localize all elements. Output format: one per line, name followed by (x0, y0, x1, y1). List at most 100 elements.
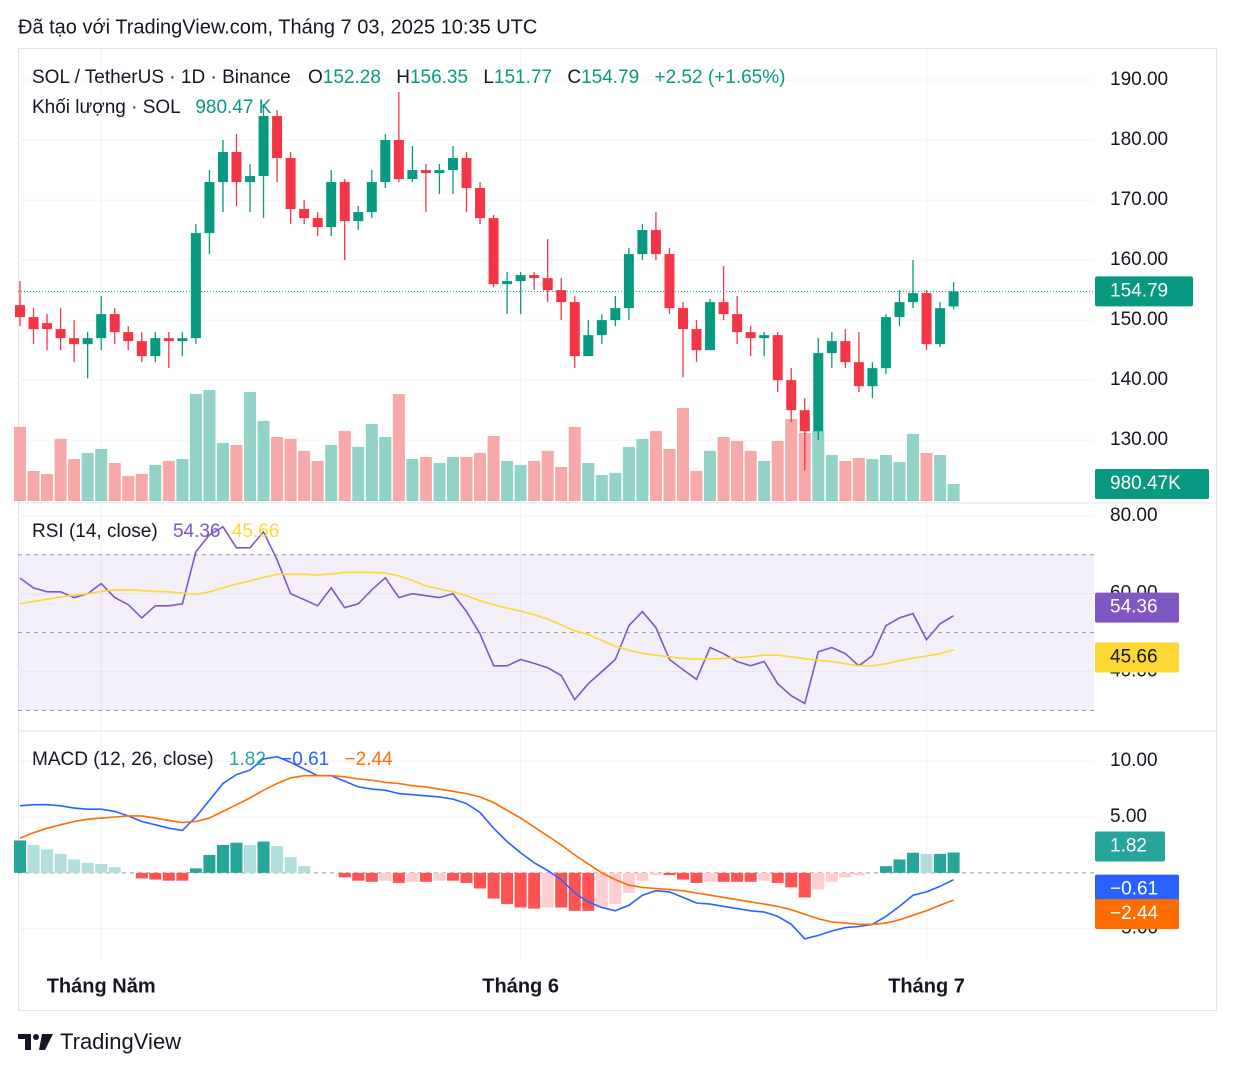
volume-bar (135, 473, 148, 501)
candle-body (705, 302, 716, 351)
volume-bar (14, 426, 26, 501)
candle-body (447, 158, 458, 171)
histogram-bar (95, 863, 108, 873)
volume-bar (298, 450, 311, 501)
candle-body (840, 341, 851, 363)
histogram-bar (298, 866, 311, 873)
ohlc-letter: H (396, 67, 410, 88)
histogram-bar (487, 872, 500, 899)
histogram-bar (352, 872, 365, 881)
candle-body (231, 152, 242, 183)
rsi-badge-label: 45.66 (1110, 647, 1158, 668)
histogram-bar (771, 872, 784, 883)
candle-body (393, 140, 404, 180)
price-badge (1095, 276, 1193, 307)
candle-body (529, 275, 540, 279)
frame (18, 48, 1217, 1011)
histogram-bar (947, 852, 960, 873)
histogram-bar (135, 872, 148, 879)
histogram-bar (68, 859, 81, 873)
rsi-title: RSI (14, close) (32, 521, 158, 542)
histogram-bar (379, 872, 392, 881)
candle-body (245, 176, 256, 183)
histogram-bar (893, 859, 906, 873)
histogram-bar (852, 872, 865, 876)
candle-body (677, 308, 688, 330)
volume-bar (392, 393, 405, 501)
y-tick-label: 170.00 (1110, 189, 1168, 210)
candle-body (935, 308, 946, 345)
candle-body (623, 254, 634, 309)
rsi-ma-value: 45.66 (232, 521, 280, 542)
candle-body (596, 320, 607, 336)
candle-body (826, 341, 837, 354)
candle-body (15, 305, 25, 318)
candle-body (258, 116, 269, 177)
volume-bar (771, 440, 784, 501)
histogram-bar (825, 872, 838, 882)
candle-body (190, 233, 201, 339)
volume-bar (95, 448, 108, 501)
volume-bar (649, 430, 662, 501)
price-badge-label: 154.79 (1110, 280, 1168, 301)
candle-body (204, 182, 215, 234)
volume-bar (446, 456, 459, 501)
y-tick-label: 140.00 (1110, 369, 1168, 390)
candle-body (177, 338, 188, 342)
candle-body (921, 293, 932, 345)
candle-body (880, 317, 891, 369)
volume-bar (271, 437, 284, 501)
histogram-bar (406, 872, 419, 882)
rsi-badge (1095, 642, 1179, 673)
histogram-bar (731, 872, 744, 882)
candle-body (109, 314, 120, 333)
volume-bar (149, 464, 162, 501)
volume-bar (744, 450, 757, 501)
signal-value: −2.44 (345, 749, 394, 770)
ohlc-value: 152.28 (323, 67, 381, 88)
y-tick-label: 150.00 (1110, 309, 1168, 330)
candle-body (326, 182, 337, 228)
histogram-bar (555, 872, 568, 908)
candle-body (312, 218, 323, 228)
volume-bar (582, 463, 595, 501)
candle-body (380, 140, 391, 183)
volume-value: 980.47 K (195, 97, 271, 118)
candle-body (759, 335, 770, 339)
volume-badge (1095, 468, 1209, 499)
histogram-bar (798, 872, 811, 898)
histogram-bar (568, 872, 581, 911)
candle-body (569, 302, 580, 357)
candle-body (502, 281, 513, 285)
symbol: SOL / TetherUS · 1D · Binance (32, 67, 291, 88)
candle-body (150, 338, 161, 357)
legend: SOL / TetherUS · 1D · Binance O152.28 H1… (32, 67, 785, 770)
volume-bar (460, 456, 473, 501)
histogram-bar (230, 842, 243, 873)
volume-bar (934, 455, 947, 501)
histogram-bar (622, 872, 635, 893)
volume-bar (365, 423, 378, 501)
rsi-legend: RSI (14, close) 54.36 45.66 (32, 521, 279, 542)
hist-badge (1095, 831, 1165, 862)
histogram-bar (717, 872, 730, 882)
volume-bar (920, 452, 933, 501)
volume-bar (68, 459, 81, 501)
volume-bar (162, 460, 175, 501)
histogram-bar (365, 872, 378, 882)
rsi-value: 54.36 (173, 521, 221, 542)
histogram-bar (744, 872, 757, 882)
candle-body (69, 338, 80, 345)
histogram-bar (758, 872, 771, 881)
candle-body (123, 332, 134, 342)
histogram-bar (244, 844, 257, 873)
histogram-bar (934, 853, 947, 873)
volume-bar (609, 472, 622, 501)
volume-bar (825, 455, 838, 501)
volume-bar (122, 476, 135, 501)
candle-body (285, 158, 296, 210)
volume-badge-label: 980.47K (1110, 473, 1181, 494)
volume-bar (568, 426, 581, 501)
histogram-bar (920, 853, 933, 873)
series-line (19, 755, 954, 940)
